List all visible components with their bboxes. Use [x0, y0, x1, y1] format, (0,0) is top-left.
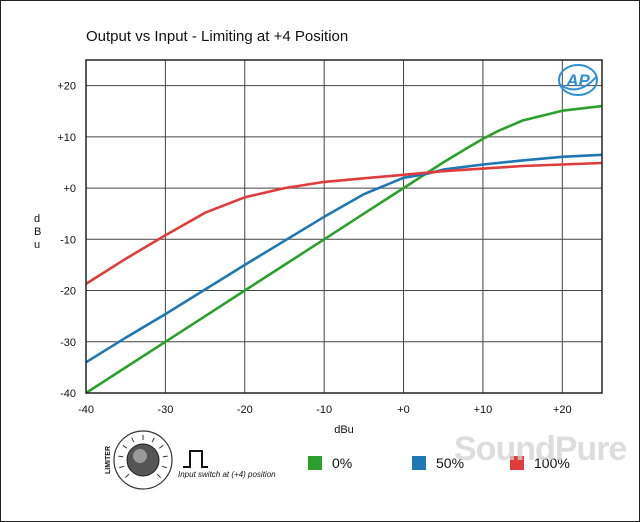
legend-item-100: 100% [510, 455, 570, 471]
y-tick-label: +0 [63, 183, 76, 195]
y-tick-label: +10 [57, 132, 76, 144]
legend-label-100: 100% [534, 455, 570, 471]
legend-item-50: 50% [412, 455, 464, 471]
series-layer [85, 104, 603, 395]
knob-ticks [118, 435, 168, 479]
x-tick-label: +20 [553, 404, 572, 416]
y-tick-label: -40 [60, 388, 76, 400]
x-axis-label: dBu [334, 424, 354, 436]
knob-tick [151, 437, 155, 443]
knob-tick [162, 455, 168, 458]
x-tick-label: +0 [397, 404, 410, 416]
knob-label: LIMITER [105, 446, 112, 474]
series-line-2 [85, 161, 603, 285]
x-tick-label: -20 [237, 404, 253, 416]
knob-tick [156, 473, 162, 479]
axes-layer: -40 -30 -20 -10 +0 +10 +20 -40 -30 -20 -10 +0 +10 +20… [34, 59, 603, 436]
legend-swatch-50 [412, 456, 426, 470]
legend-swatch-100 [510, 456, 524, 470]
soundpure-watermark: SoundPure [454, 430, 627, 468]
legend-label-50: 50% [436, 455, 465, 471]
x-tick-label: +10 [474, 404, 493, 416]
legend-item-0: 0% [308, 455, 352, 471]
x-tick-label: -30 [157, 404, 173, 416]
y-tick-label: -20 [60, 286, 76, 298]
switch-pulse-icon [183, 450, 208, 468]
series-line-1 [85, 153, 603, 364]
input-switch-note: Input switch at (+4) position [178, 470, 276, 479]
legend-swatch-0 [308, 456, 322, 470]
ap-logo: AP [558, 64, 598, 96]
knob-tick [131, 437, 135, 443]
plot-area [85, 59, 603, 394]
chart-title: Output vs Input - Limiting at +4 Positio… [86, 28, 349, 45]
x-tick-label: -40 [78, 404, 94, 416]
knob-tick [161, 465, 167, 469]
y-tick-label: +20 [57, 81, 76, 93]
y-tick-label: -10 [60, 234, 76, 246]
legend-label-0: 0% [332, 455, 353, 471]
knob-tick [124, 473, 130, 479]
series-line-0 [85, 104, 603, 395]
y-tick-label: -30 [60, 337, 76, 349]
knob-tick [122, 444, 128, 449]
limiter-knob-graphic: LIMITER [105, 430, 173, 490]
knob-tick [119, 465, 125, 469]
knob-tick [118, 455, 124, 458]
knob-tick [158, 444, 164, 449]
logo-text: AP [565, 71, 590, 90]
x-tick-label: -10 [316, 404, 332, 416]
knob-highlight [133, 449, 147, 463]
